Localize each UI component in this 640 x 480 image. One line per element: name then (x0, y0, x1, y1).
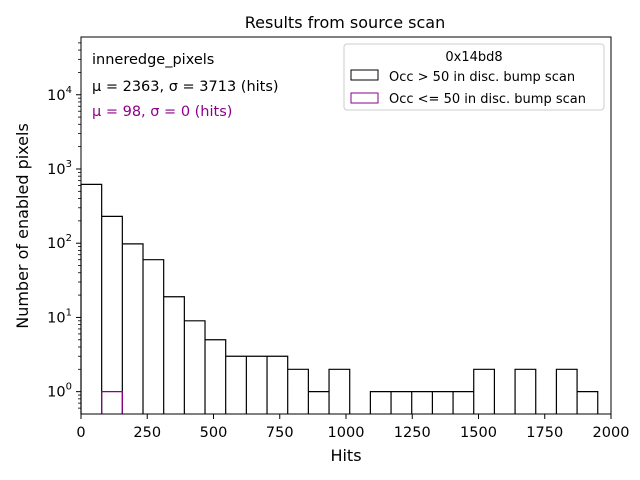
y-tick-label: 103 (47, 159, 72, 178)
histogram-bin (246, 356, 267, 414)
histogram-bin (143, 260, 164, 414)
histogram-bin (81, 184, 102, 414)
legend-entry-occ-gt-50: Occ > 50 in disc. bump scan (389, 70, 575, 85)
histogram-bin (184, 321, 205, 414)
legend-title: 0x14bd8 (445, 50, 502, 65)
x-tick-label: 500 (200, 425, 228, 441)
histogram-bin (102, 216, 123, 414)
x-tick-label: 2000 (593, 425, 630, 441)
x-tick-label: 750 (266, 425, 294, 441)
y-tick-label: 101 (47, 307, 72, 326)
histogram-bin (164, 297, 185, 414)
histogram-bin (412, 392, 433, 414)
histogram-bin (308, 392, 329, 414)
annotation-stats-purple: μ = 98, σ = 0 (hits) (92, 104, 232, 120)
y-tick-label: 102 (47, 233, 72, 252)
histogram-step-line (80, 183, 599, 414)
x-axis-label: Hits (330, 446, 361, 465)
legend: 0x14bd8 Occ > 50 in disc. bump scan Occ … (343, 43, 605, 111)
histogram-bin (577, 392, 598, 414)
histogram-bin (474, 369, 495, 414)
legend-swatch-occ-le-50 (350, 92, 379, 104)
x-axis-ticks: 0 250 500 750 1000 1250 1500 1750 2000 (76, 414, 629, 441)
x-tick-label: 1250 (394, 425, 431, 441)
histogram-bin (205, 340, 226, 414)
histogram-series-1 (101, 391, 123, 414)
y-axis-ticks: 100 101 102 103 104 (47, 42, 81, 409)
x-tick-label: 1500 (460, 425, 497, 441)
histogram-bin (556, 369, 577, 414)
x-tick-label: 250 (133, 425, 161, 441)
legend-entry-occ-le-50: Occ <= 50 in disc. bump scan (389, 92, 586, 107)
histogram-bin (432, 392, 453, 414)
histogram-bin (288, 369, 309, 414)
histogram-bin (226, 356, 247, 414)
histogram-bin (370, 392, 391, 414)
x-tick-label: 1000 (328, 425, 365, 441)
annotation-label: inneredge_pixels (92, 52, 214, 68)
legend-box (343, 43, 605, 111)
histogram-bin (391, 392, 412, 414)
annotation-stats-black: μ = 2363, σ = 3713 (hits) (92, 79, 279, 95)
y-axis-label: Number of enabled pixels (13, 123, 32, 329)
y-tick-label: 104 (47, 85, 72, 104)
histogram-bin (453, 392, 474, 414)
y-tick-label: 100 (47, 382, 72, 401)
histogram-series-0 (80, 183, 599, 414)
histogram-bin (267, 356, 288, 414)
histogram-layer (80, 183, 599, 414)
histogram-bin (102, 392, 123, 414)
x-tick-label: 0 (76, 425, 85, 441)
legend-swatch-occ-gt-50 (350, 69, 379, 81)
histogram-bin (122, 244, 143, 414)
x-tick-label: 1750 (526, 425, 563, 441)
histogram-bin (515, 369, 536, 414)
histogram-step-line (101, 391, 123, 414)
histogram-bin (329, 369, 350, 414)
chart-title: Results from source scan (245, 13, 445, 32)
